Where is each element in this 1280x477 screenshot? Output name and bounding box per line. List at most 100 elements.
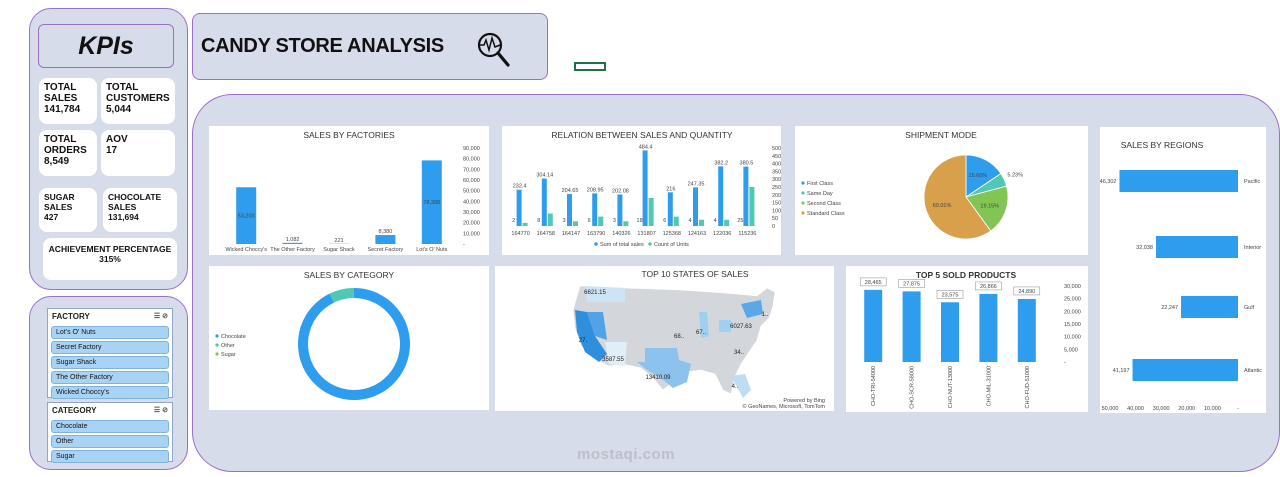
data-label: 53,203 (238, 214, 255, 220)
map-region-california (575, 310, 607, 362)
slicer-item-category[interactable]: Other (51, 435, 169, 448)
data-label: 23,575 (942, 292, 959, 298)
data-label: 232.4 (513, 184, 527, 190)
map-credit: © GeoNames, Microsoft, TomTom (743, 403, 826, 410)
unit-label: 6 (588, 218, 591, 224)
chart-title: TOP 5 SOLD PRODUCTS (916, 270, 1017, 280)
kpi-label: TOTAL CUSTOMERS (106, 82, 170, 104)
us-map-shape (572, 285, 776, 395)
y-tick-label: 30,000 (463, 210, 480, 216)
data-label: 380.5 (740, 161, 754, 167)
data-label: 22,247 (1161, 305, 1178, 311)
bar (864, 289, 883, 362)
legend-label: Same Day (807, 191, 833, 197)
data-label-box (859, 277, 887, 287)
shipment-mode-card: SHIPMENT MODE 15.60% 5.23% 19.15% 60.01% Fir… (795, 126, 1088, 255)
unit-label: 2 (512, 218, 515, 224)
data-label: 247.35 (688, 181, 705, 187)
legend-marker (215, 352, 219, 356)
filter-icon[interactable]: ☰ ⊘ (153, 407, 168, 414)
slicer-item-factory[interactable]: The Other Factory (51, 371, 169, 384)
unit-label: 6 (663, 218, 666, 224)
map-region-florida (731, 374, 751, 398)
y-tick-label: 70,000 (463, 167, 480, 173)
data-label: 1,082 (286, 237, 300, 243)
bar-units (573, 221, 578, 226)
relation-card: RELATION BETWEEN SALES AND QUANTITY 500 4… (502, 126, 781, 255)
data-label: 24,890 (1018, 289, 1035, 295)
y-tick-label: 20,000 (463, 221, 480, 227)
x-tick-label: 164770 (511, 231, 529, 237)
chart-title: RELATION BETWEEN SALES AND QUANTITY (551, 130, 733, 140)
factory-slicer-header: FACTORY ☰ ⊘ (48, 309, 172, 324)
y-tick-label: - (1064, 360, 1066, 366)
map-credit: Powered by Bing (783, 398, 825, 404)
bar-sales (541, 178, 547, 226)
data-label: 78,388 (423, 200, 440, 206)
data-label: 41,197 (1113, 368, 1130, 374)
bar-units (598, 216, 604, 226)
slicer-item-factory[interactable]: Sugar Shack (51, 356, 169, 369)
y-tick-label: 50 (772, 216, 778, 222)
slicer-item-factory[interactable]: Wicked Choccy's (51, 386, 169, 399)
y-tick-label: 350 (772, 169, 781, 175)
x-tick-label: 140326 (612, 231, 630, 237)
filter-icon[interactable]: ☰ ⊘ (153, 313, 168, 320)
bar (1132, 359, 1238, 381)
data-label: 208.95 (587, 187, 604, 193)
kpi-value: 141,784 (44, 104, 81, 115)
y-tick-label: 300 (772, 177, 781, 183)
y-tick-label: 400 (772, 162, 781, 168)
top10-states-map: TOP 10 STATES OF SALES 6621.15 27. 3587.55… (572, 269, 826, 410)
y-tick-label: 60,000 (463, 178, 480, 184)
analysis-magnifier-icon (477, 32, 510, 67)
slicer-item-factory[interactable]: Secret Factory (51, 341, 169, 354)
bar-sales (693, 187, 698, 226)
bar (902, 291, 921, 362)
bar-units (547, 213, 553, 226)
kpi-aov: AOV 17 (101, 130, 175, 176)
map-region-nevada (587, 312, 607, 340)
legend-marker (801, 181, 805, 185)
map-label: 3587.55 (602, 357, 624, 363)
slicer-title: FACTORY (52, 312, 90, 321)
legend-label: Count of Units (654, 242, 689, 248)
data-label: 28,465 (865, 280, 882, 286)
legend-label: Second Class (807, 201, 841, 207)
chart-title: SHIPMENT MODE (905, 130, 977, 140)
bar-units (522, 222, 528, 226)
x-tick-label: CHO-TRI-54000 (871, 366, 877, 406)
legend-marker (801, 211, 805, 215)
data-label-box (1013, 286, 1041, 296)
map-label: 67.. (696, 330, 706, 336)
kpi-label: AOV (106, 134, 128, 145)
bar-units (699, 219, 704, 226)
bar-sales (592, 193, 598, 226)
unit-label: 8 (537, 218, 540, 224)
map-label: 6621.15 (584, 290, 606, 296)
slicer-item-factory[interactable]: Lot's O' Nuts (51, 326, 169, 339)
data-label: 26,866 (980, 284, 997, 290)
map-region-new-york (741, 300, 763, 318)
slicer-item-category[interactable]: Sugar (51, 450, 169, 463)
data-label: 304.14 (536, 173, 553, 179)
x-tick-label: 50,000 (1102, 406, 1119, 412)
x-tick-label: Sugar Shack (323, 247, 355, 253)
chart-title: SALES BY CATEGORY (304, 270, 395, 280)
sales-by-category-card: SALES BY CATEGORY Chocolate Other Sugar (209, 266, 489, 410)
kpi-label: ACHIEVEMENT PERCENTAGE (48, 244, 172, 254)
x-tick-label: 131807 (637, 231, 655, 237)
sales-by-factories-card: SALES BY FACTORIES 90,000 80,000 70,000 60,… (209, 126, 489, 255)
kpi-value: 8,549 (44, 156, 70, 167)
slicer-item-category[interactable]: Chocolate (51, 420, 169, 433)
bar (1181, 296, 1238, 318)
bar (375, 235, 396, 244)
selected-cell[interactable] (574, 62, 606, 71)
data-label: 27,875 (903, 281, 920, 287)
y-tick-label: 50,000 (463, 189, 480, 195)
bar-sales (667, 192, 673, 226)
x-tick-label: CHO-FUD-51000 (1025, 366, 1031, 408)
x-tick-label: 30,000 (1153, 406, 1170, 412)
x-tick-label: Secret Factory (368, 247, 404, 253)
y-tick-label: 150 (772, 201, 781, 207)
